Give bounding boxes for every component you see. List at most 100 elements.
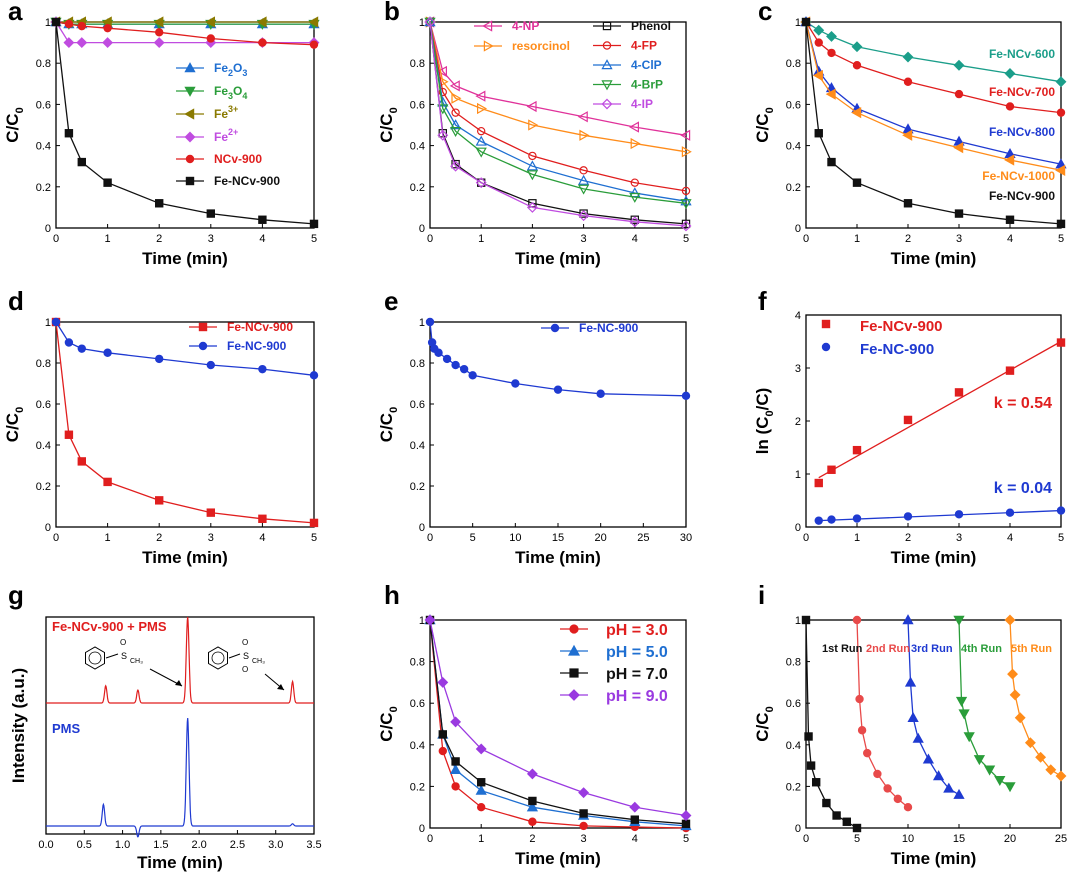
data-point [902, 614, 914, 625]
series-line [429, 619, 687, 829]
y-tick-label: 0.6 [410, 698, 425, 710]
data-point [903, 803, 913, 812]
y-axis-label: C/C0 [3, 107, 26, 142]
y-tick-label: 0 [45, 522, 51, 534]
data-point [1055, 164, 1066, 176]
x-tick-label: 0.5 [77, 839, 92, 851]
atom-label: O [242, 638, 248, 647]
y-tick-label: 0.6 [36, 99, 51, 111]
data-point [822, 798, 831, 808]
data-point [1004, 68, 1016, 79]
y-tick-label: 1 [795, 469, 801, 481]
x-tick-label: 10 [509, 532, 521, 544]
x-tick-label: 4 [632, 233, 638, 245]
data-point [154, 354, 164, 364]
x-tick-label: 5 [683, 233, 689, 245]
series-5th Run [1004, 614, 1067, 782]
legend-label: Fe2+ [214, 127, 238, 144]
data-point [1014, 712, 1026, 724]
y-tick-label: 0.2 [36, 481, 51, 493]
data-point [258, 38, 267, 47]
legend: 4-NP resorcinol Phenol 4-FP 4-ClP 4-BrP 4-IP [474, 19, 671, 111]
data-point [424, 17, 436, 28]
y-tick-label: 0.2 [410, 781, 425, 793]
data-point [475, 135, 487, 146]
rate-constant-label: k = 0.04 [994, 480, 1052, 497]
data-point [153, 37, 165, 49]
data-point [903, 512, 913, 521]
data-point [308, 16, 319, 28]
legend-subscript: 4 [242, 91, 247, 101]
x-tick-label: 1 [478, 833, 484, 845]
x-tick-label: 3 [956, 532, 962, 544]
data-point [451, 360, 460, 370]
series-NCv-900 [51, 17, 319, 49]
x-tick-label: 4 [1007, 532, 1013, 544]
data-point [206, 360, 215, 370]
data-point [309, 518, 319, 528]
series-Fe-NCv-1000 [800, 16, 1066, 176]
x-axis-label: Time (min) [515, 849, 601, 868]
data-point [852, 514, 862, 523]
plot-frame [429, 21, 687, 229]
data-point [103, 23, 112, 33]
data-point [825, 88, 836, 100]
data-point [77, 344, 87, 353]
legend-marker [185, 154, 195, 164]
legend-label: Fe-NC-900 [860, 341, 934, 358]
data-point [903, 199, 913, 208]
data-point [154, 28, 164, 37]
series-Fe-NC-900 [51, 317, 319, 380]
y-tick-label: 0.8 [36, 358, 51, 370]
y-tick-label: 1 [45, 17, 51, 29]
legend-marker [568, 689, 580, 701]
run-label: 4th Run [961, 643, 1002, 655]
data-point [922, 753, 935, 764]
x-tick-label: 2 [905, 532, 911, 544]
data-point [903, 415, 913, 425]
atom-label: CH₃ [130, 658, 143, 665]
data-point [857, 726, 867, 735]
data-point [954, 209, 964, 218]
x-tick-label: 1 [854, 233, 860, 245]
data-point [804, 732, 813, 741]
legend-label: 4-NP [512, 19, 539, 33]
data-point [468, 371, 477, 380]
data-point [1005, 508, 1015, 517]
legend-marker [184, 86, 196, 97]
plot-frame [805, 21, 1062, 229]
x-tick-label: 5 [854, 833, 860, 845]
legend-marker [821, 342, 831, 352]
panel-letter-g: g [8, 580, 24, 610]
x-axis-label: Time (min) [891, 249, 977, 268]
data-point [1005, 102, 1015, 111]
y-tick-label: 1 [419, 17, 425, 29]
data-point [801, 17, 811, 27]
data-point [258, 215, 267, 224]
data-point [475, 784, 487, 795]
data-point [425, 317, 435, 327]
data-point [907, 711, 919, 722]
legend-marker [567, 644, 581, 656]
data-point [553, 385, 563, 394]
x-tick-label: 0 [803, 233, 809, 245]
data-point [827, 48, 836, 58]
data-point [1055, 770, 1067, 782]
series-line [55, 21, 315, 225]
data-point [813, 24, 825, 36]
data-point [851, 41, 863, 53]
series-pH = 9.0 [424, 614, 692, 821]
legend-text: Fe [214, 84, 228, 98]
y-label-subscript: 0 [764, 410, 776, 416]
series-line [429, 21, 687, 204]
y-tick-label: 0.4 [36, 141, 51, 153]
data-point [155, 199, 164, 208]
series-line [429, 21, 687, 227]
data-point [855, 694, 864, 704]
data-point [526, 201, 538, 213]
legend-label: Fe2O3 [214, 61, 247, 78]
y-label-text: C/C [377, 712, 396, 741]
series-3rd Run [902, 614, 965, 799]
legend-label: NCv-900 [214, 152, 262, 166]
